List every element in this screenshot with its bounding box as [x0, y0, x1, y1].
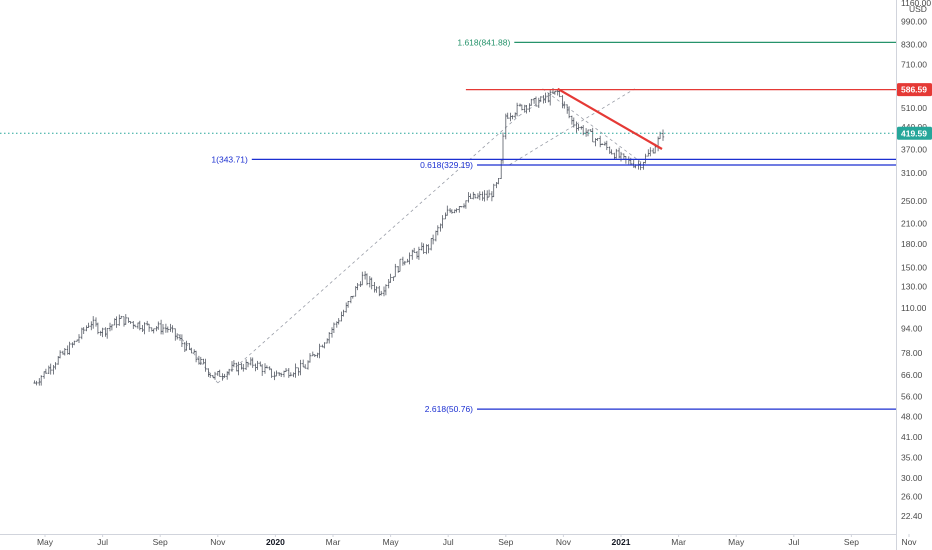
current-price-badge-label: 419.59: [901, 128, 927, 138]
fib-level-label: 1(343.71): [211, 154, 248, 164]
x-tick-label: Sep: [153, 537, 168, 547]
y-tick-label: 710.00: [901, 60, 927, 70]
levels-layer: 1.618(841.88) 1(343.71) 0.618(329.19) 2.618…: [0, 37, 896, 414]
y-tick-label: 66.00: [901, 370, 923, 380]
y-tick-label: 130.00: [901, 281, 927, 291]
y-tick-label: 310.00: [901, 168, 927, 178]
y-tick-labels: 1160.00990.00830.00710.00590.00510.00440…: [901, 0, 931, 521]
y-tick-label: 990.00: [901, 16, 927, 26]
x-tick-label: Mar: [326, 537, 341, 547]
fib-level-label: 0.618(329.19): [420, 160, 473, 170]
x-tick-label: Nov: [901, 537, 917, 547]
y-tick-label: 56.00: [901, 391, 923, 401]
price-badges: 586.59 419.59: [897, 83, 932, 140]
y-tick-label: 1160.00: [901, 0, 931, 8]
resistance-price-badge-label: 586.59: [901, 85, 927, 95]
candles-layer: [33, 88, 665, 386]
y-tick-label: 250.00: [901, 196, 927, 206]
y-tick-label: 110.00: [901, 303, 927, 313]
channel-layer: [177, 88, 645, 384]
y-tick-label: 370.00: [901, 145, 927, 155]
x-tick-label: May: [728, 537, 745, 547]
x-tick-label: Mar: [671, 537, 686, 547]
x-tick-labels: May Jul Sep Nov 2020 Mar May Jul Sep Nov 2021 Mar Ma…: [37, 534, 917, 547]
y-tick-label: 510.00: [901, 103, 927, 113]
y-tick-label: 26.00: [901, 491, 923, 501]
y-tick-label: 830.00: [901, 39, 927, 49]
y-tick-label: 30.00: [901, 473, 923, 483]
y-tick-label: 150.00: [901, 263, 927, 273]
resistance-price-badge-bg: [897, 83, 932, 97]
x-tick-label: Jul: [788, 537, 799, 547]
y-tick-label: 210.00: [901, 219, 927, 229]
channel-guide-line: [542, 88, 645, 166]
y-tick-label: 41.00: [901, 432, 923, 442]
channel-guide-line: [217, 115, 520, 384]
x-tick-label: Nov: [210, 537, 226, 547]
x-tick-label: May: [37, 537, 54, 547]
descending-trendline[interactable]: [557, 87, 663, 150]
y-tick-label: 35.00: [901, 453, 923, 463]
x-tick-label: Sep: [498, 537, 513, 547]
y-tick-label: 94.00: [901, 324, 923, 334]
x-tick-label: Sep: [844, 537, 859, 547]
x-tick-label: 2021: [612, 537, 631, 547]
current-price-badge-bg: [897, 126, 932, 140]
x-tick-label: 2020: [266, 537, 285, 547]
y-tick-label: 22.40: [901, 511, 923, 521]
fib-level-label: 2.618(50.76): [425, 404, 473, 414]
x-tick-label: May: [383, 537, 400, 547]
x-tick-label: Nov: [556, 537, 572, 547]
channel-guide-line: [509, 88, 635, 166]
fib-level-label: 1.618(841.88): [457, 37, 510, 47]
y-tick-label: 48.00: [901, 411, 923, 421]
y-tick-label: 78.00: [901, 348, 923, 358]
channel-guide-line: [518, 88, 560, 117]
x-tick-label: Jul: [97, 537, 108, 547]
channel-guide-line: [177, 334, 219, 384]
currency-label: USD: [909, 4, 927, 14]
x-tick-label: Jul: [443, 537, 454, 547]
y-tick-label: 180.00: [901, 239, 927, 249]
